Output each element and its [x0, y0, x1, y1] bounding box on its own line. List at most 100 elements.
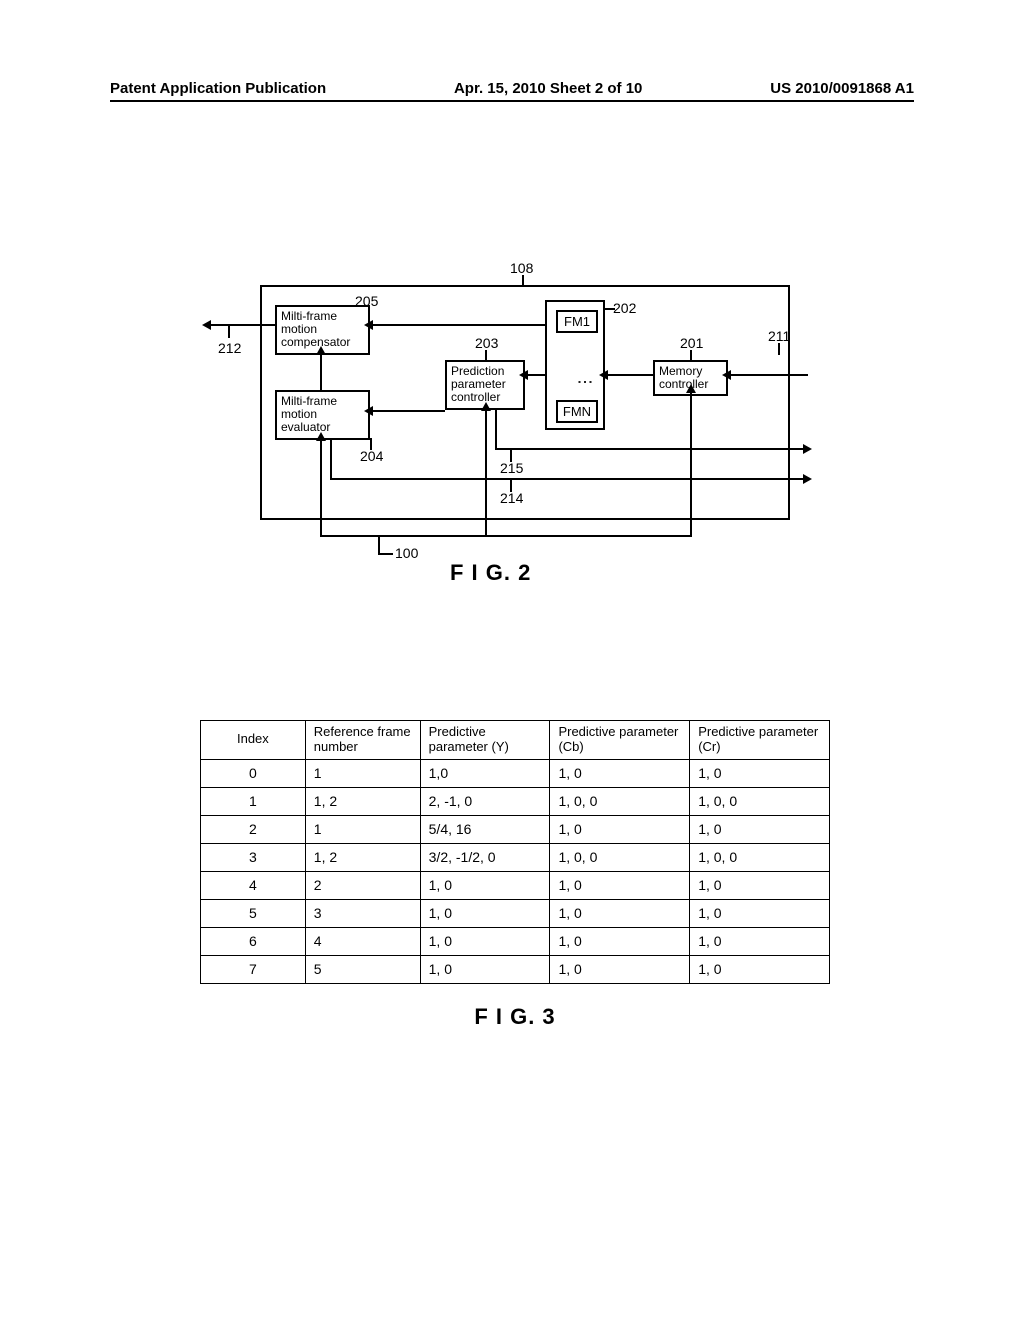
ref-204: 204	[360, 448, 383, 464]
cell: 1, 0	[420, 955, 550, 983]
lead-214	[510, 480, 512, 492]
wire-100-ppc	[485, 408, 487, 536]
cell: 4	[305, 927, 420, 955]
cell: 7	[201, 955, 306, 983]
lead-108	[522, 275, 524, 285]
cell: 1, 0	[690, 871, 830, 899]
cell: 5	[305, 955, 420, 983]
cell: 1, 0	[550, 871, 690, 899]
col-pcb: Predictive parameter (Cb)	[550, 721, 690, 760]
header-left: Patent Application Publication	[110, 80, 326, 97]
lead-212	[228, 326, 230, 338]
block-evaluator-text: Milti-frame motion evaluator	[281, 394, 337, 434]
lead-204	[370, 438, 372, 450]
header-center: Apr. 15, 2010 Sheet 2 of 10	[454, 80, 642, 97]
cell: 1, 0, 0	[550, 787, 690, 815]
cell: 5/4, 16	[420, 815, 550, 843]
figure-3: Index Reference frame number Predictive …	[200, 720, 830, 1030]
cell: 1, 2	[305, 787, 420, 815]
wire-100-eval	[320, 438, 322, 536]
cell: 1, 0	[420, 871, 550, 899]
fm-ellipsis-icon: ⋮	[575, 374, 594, 388]
wire-100-bus	[320, 535, 692, 537]
block-ppc-text: Prediction parameter controller	[451, 364, 506, 404]
cell: 1, 0, 0	[690, 843, 830, 871]
ref-211: 211	[768, 328, 790, 344]
cell: 1, 0	[690, 955, 830, 983]
header-rule	[110, 100, 914, 102]
arrow-100-mem	[686, 384, 696, 393]
cell: 1, 0, 0	[550, 843, 690, 871]
wire-214-v	[330, 438, 332, 478]
ref-108: 108	[510, 260, 533, 276]
wire-eval-comp	[320, 354, 322, 390]
cell: 1, 0	[550, 899, 690, 927]
wire-ppc-eval	[370, 410, 445, 412]
cell: 2	[201, 815, 306, 843]
cell: 1,0	[420, 759, 550, 787]
lead-203	[485, 350, 487, 360]
lead-100-h	[378, 553, 393, 555]
table-row: 011,01, 01, 0	[201, 759, 830, 787]
cell: 4	[201, 871, 306, 899]
arrow-214	[803, 474, 812, 484]
col-index: Index	[201, 721, 306, 760]
cell: 1, 0	[420, 899, 550, 927]
lead-201	[690, 350, 692, 360]
wire-214	[330, 478, 805, 480]
header-right: US 2010/0091868 A1	[770, 80, 914, 97]
block-memctrl-text: Memory controller	[659, 364, 708, 391]
col-py: Predictive parameter (Y)	[420, 721, 550, 760]
block-compensator-text: Milti-frame motion compensator	[281, 309, 350, 349]
arrow-ppc-eval	[364, 406, 373, 416]
ref-202: 202	[613, 300, 636, 316]
page-header: Patent Application Publication Apr. 15, …	[0, 80, 1024, 97]
cell: 2	[305, 871, 420, 899]
cell: 1, 0, 0	[690, 787, 830, 815]
cell: 6	[201, 927, 306, 955]
cell: 1, 2	[305, 843, 420, 871]
wire-211	[728, 374, 808, 376]
ref-201: 201	[680, 335, 703, 351]
table-row: 641, 01, 01, 0	[201, 927, 830, 955]
arrow-100-eval	[316, 432, 326, 441]
fmn-box: FMN	[556, 400, 598, 423]
arrow-fm-ppc	[519, 370, 528, 380]
wire-212	[210, 324, 275, 326]
cell: 1, 0	[690, 815, 830, 843]
cell: 3/2, -1/2, 0	[420, 843, 550, 871]
table-row: 31, 23/2, -1/2, 01, 0, 01, 0, 0	[201, 843, 830, 871]
fig3-tbody: 011,01, 01, 0 11, 22, -1, 01, 0, 01, 0, …	[201, 759, 830, 983]
frame-memory-group: FM1 ⋮ FMN	[545, 300, 605, 430]
wire-fm-ppc	[525, 374, 545, 376]
wire-215	[495, 448, 805, 450]
cell: 1, 0	[690, 899, 830, 927]
ref-100: 100	[395, 545, 418, 561]
table-row: 215/4, 161, 01, 0	[201, 815, 830, 843]
table-row: 421, 01, 01, 0	[201, 871, 830, 899]
cell: 1	[305, 759, 420, 787]
lead-215	[510, 450, 512, 462]
cell: 1, 0	[690, 927, 830, 955]
ref-212: 212	[218, 340, 241, 356]
table-row: 11, 22, -1, 01, 0, 01, 0, 0	[201, 787, 830, 815]
cell: 3	[201, 843, 306, 871]
fig2-caption: F I G. 2	[450, 560, 531, 586]
wire-mem-fm	[605, 374, 653, 376]
cell: 1, 0	[550, 927, 690, 955]
arrow-eval-comp	[316, 346, 326, 355]
wire-215-v	[495, 408, 497, 448]
ref-215: 215	[500, 460, 523, 476]
arrow-212	[202, 320, 211, 330]
wire-fm1-comp	[370, 324, 545, 326]
cell: 1, 0	[550, 955, 690, 983]
cell: 1, 0	[550, 759, 690, 787]
cell: 1	[201, 787, 306, 815]
fm1-box: FM1	[556, 310, 598, 333]
table-row: 751, 01, 01, 0	[201, 955, 830, 983]
fig3-caption: F I G. 3	[200, 1004, 830, 1030]
cell: 5	[201, 899, 306, 927]
arrow-215	[803, 444, 812, 454]
cell: 1	[305, 815, 420, 843]
fig3-table: Index Reference frame number Predictive …	[200, 720, 830, 984]
